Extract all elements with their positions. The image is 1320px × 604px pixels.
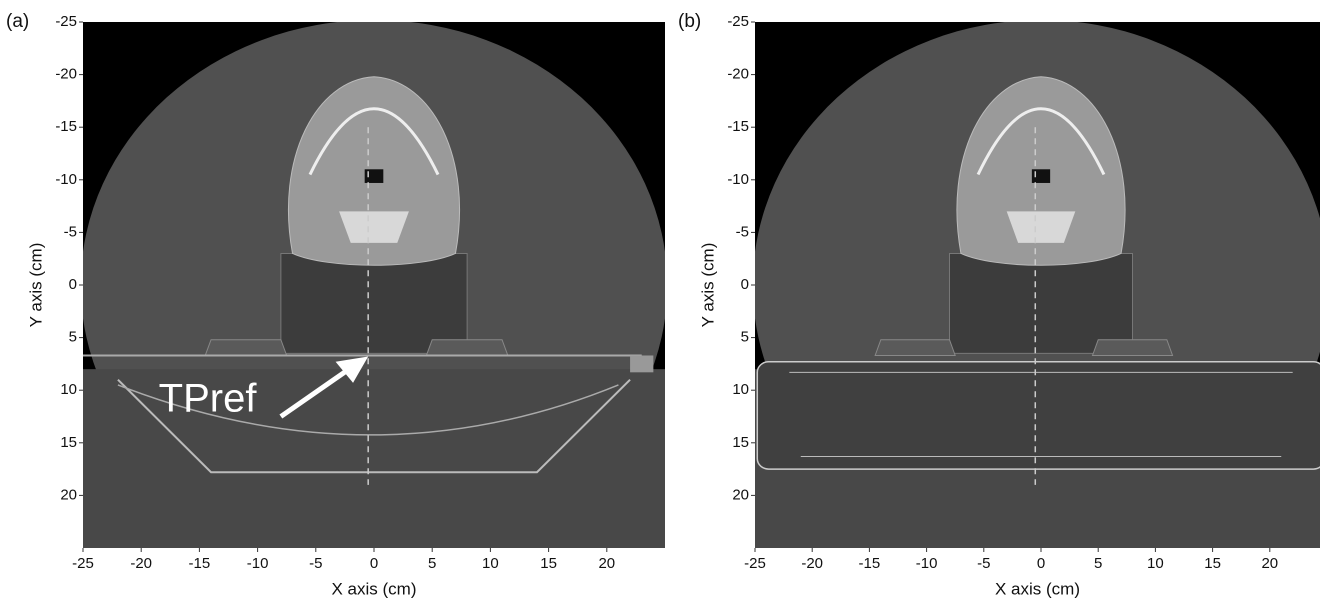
y-tick-label: 15 — [732, 434, 749, 451]
x-tick-label: -20 — [130, 555, 152, 572]
annotation: TPref — [159, 376, 258, 420]
y-tick-label: -10 — [727, 171, 749, 188]
spine — [339, 211, 409, 243]
y-tick-label: 10 — [732, 381, 749, 398]
x-axis-title: X axis (cm) — [332, 579, 417, 598]
x-tick-label: 20 — [598, 555, 615, 572]
x-tick-label: -5 — [309, 555, 322, 572]
y-tick-label: 15 — [60, 434, 77, 451]
annotation-arrowhead — [335, 356, 369, 383]
x-tick-label: 5 — [428, 555, 436, 572]
head-support-right — [426, 340, 507, 356]
y-tick-label: 20 — [732, 486, 749, 503]
x-tick-label: 15 — [540, 555, 557, 572]
spine — [1006, 211, 1076, 243]
x-tick-label: -25 — [72, 555, 94, 572]
x-tick-label: -10 — [247, 555, 269, 572]
couch-shell — [118, 380, 630, 473]
panel-label: (b) — [678, 11, 701, 32]
head-support-left — [205, 340, 286, 356]
x-tick-label: 15 — [1204, 555, 1221, 572]
airway — [1031, 169, 1051, 183]
y-tick-label: -25 — [55, 13, 77, 30]
couch-inner — [789, 372, 1292, 456]
ct-scene — [83, 22, 665, 548]
x-tick-label: 0 — [370, 555, 378, 572]
y-tick-label: -20 — [55, 66, 77, 83]
x-tick-label: -15 — [859, 555, 881, 572]
ct-image — [83, 22, 665, 548]
x-tick-label: 5 — [1094, 555, 1102, 572]
y-tick-label: -5 — [736, 223, 749, 240]
couch-board — [757, 362, 1320, 469]
airway — [364, 169, 384, 183]
head-support-right — [1092, 340, 1172, 356]
y-tick-label: 5 — [741, 329, 749, 346]
y-tick-label: -20 — [727, 66, 749, 83]
ct-scene — [755, 22, 1320, 548]
ct-image — [755, 22, 1320, 548]
x-tick-label: 10 — [1147, 555, 1164, 572]
y-axis-title: Y axis (cm) — [698, 243, 717, 328]
x-tick-label: 20 — [1261, 555, 1278, 572]
x-axis-title: X axis (cm) — [995, 579, 1080, 598]
x-tick-label: -15 — [189, 555, 211, 572]
head-support-left — [875, 340, 955, 356]
x-tick-label: -5 — [977, 555, 990, 572]
y-tick-label: 0 — [69, 276, 77, 293]
y-axis-title: Y axis (cm) — [26, 243, 45, 328]
neck — [281, 253, 467, 353]
y-tick-label: -15 — [727, 118, 749, 135]
y-tick-label: -25 — [727, 13, 749, 30]
y-tick-label: 10 — [60, 381, 77, 398]
x-tick-label: -25 — [744, 555, 766, 572]
neck — [949, 253, 1132, 353]
x-tick-label: -10 — [916, 555, 938, 572]
annotation-arrow — [279, 361, 358, 419]
y-tick-label: -10 — [55, 171, 77, 188]
couch-end — [630, 355, 654, 373]
x-tick-label: 10 — [482, 555, 499, 572]
y-tick-label: 5 — [69, 329, 77, 346]
y-tick-label: -15 — [55, 118, 77, 135]
panel-label: (a) — [6, 11, 29, 32]
couch-curve — [118, 385, 619, 435]
y-tick-label: -5 — [64, 223, 77, 240]
mandible — [310, 109, 438, 175]
mandible — [978, 109, 1104, 175]
x-tick-label: 0 — [1037, 555, 1045, 572]
y-tick-label: 20 — [60, 486, 77, 503]
x-tick-label: -20 — [801, 555, 823, 572]
y-tick-label: 0 — [741, 276, 749, 293]
lower-field — [83, 369, 665, 548]
